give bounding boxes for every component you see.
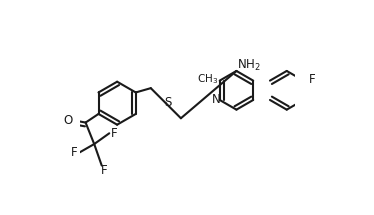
- Text: S: S: [164, 96, 172, 109]
- Text: F: F: [71, 146, 78, 159]
- Text: O: O: [64, 114, 73, 127]
- Text: CH$_3$: CH$_3$: [197, 72, 218, 86]
- Text: F: F: [111, 127, 117, 140]
- Text: F: F: [101, 164, 107, 177]
- Text: N: N: [211, 94, 220, 106]
- Text: NH$_2$: NH$_2$: [237, 58, 261, 73]
- Text: F: F: [309, 73, 316, 86]
